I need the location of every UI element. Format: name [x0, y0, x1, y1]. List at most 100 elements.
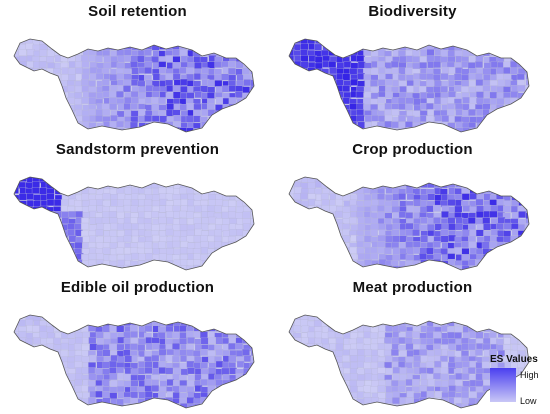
map-region-cell	[293, 235, 302, 243]
map-region-cell	[32, 325, 41, 333]
map-region-cell	[250, 391, 254, 399]
map-region-cell	[336, 102, 345, 110]
map-region-cell	[109, 373, 118, 381]
map-region-cell	[249, 266, 254, 270]
map-region-cell	[321, 104, 329, 112]
map-region-cell	[399, 350, 408, 357]
map-region-cell	[19, 385, 28, 393]
map-region-cell	[110, 354, 119, 362]
map-region-cell	[116, 206, 125, 213]
map-region-cell	[39, 259, 48, 267]
map-sandstorm-prevention	[13, 176, 255, 271]
map-region-cell	[207, 403, 216, 408]
map-region-cell	[307, 253, 316, 261]
map-region-cell	[130, 217, 139, 225]
map-region-cell	[481, 241, 490, 249]
map-region-cell	[314, 43, 322, 51]
map-region-cell	[301, 392, 310, 400]
map-region-cell	[109, 367, 117, 375]
map-region-cell	[208, 265, 217, 270]
map-region-cell	[301, 104, 310, 112]
map-region-cell	[293, 361, 302, 369]
map-region-cell	[61, 211, 70, 219]
map-region-cell	[363, 337, 371, 345]
map-region-cell	[384, 315, 392, 321]
map-region-cell	[454, 188, 463, 195]
map-region-cell	[234, 91, 243, 98]
map-region-cell	[32, 247, 40, 254]
map-region-cell	[109, 392, 118, 400]
map-region-cell	[448, 91, 456, 99]
map-region-cell	[19, 210, 28, 218]
map-region-cell	[496, 326, 505, 334]
map-region-cell	[405, 315, 414, 321]
legend-high-label: High	[520, 370, 539, 380]
map-region-cell	[14, 368, 21, 376]
map-region-cell	[427, 378, 436, 386]
map-region-cell	[315, 217, 324, 224]
map-region-cell	[222, 39, 231, 44]
map-region-cell	[328, 248, 337, 256]
map-region-cell	[173, 199, 182, 207]
map-region-cell	[172, 73, 181, 81]
map-region-cell	[250, 402, 254, 408]
map-region-cell	[336, 181, 345, 188]
map-region-cell	[179, 224, 188, 232]
map-region-cell	[328, 121, 337, 129]
map-region-cell	[483, 74, 491, 81]
map-region-cell	[289, 392, 294, 400]
map-region-cell	[289, 177, 295, 182]
map-region-cell	[433, 253, 442, 261]
map-region-cell	[475, 315, 484, 321]
map-region-cell	[75, 337, 84, 344]
map-region-cell	[25, 79, 33, 87]
map-region-cell	[25, 403, 33, 408]
map-region-cell	[308, 86, 316, 94]
map-region-cell	[411, 127, 420, 132]
map-region-cell	[53, 361, 61, 369]
map-region-cell	[229, 260, 238, 268]
map-region-cell	[214, 110, 223, 118]
map-region-cell	[385, 177, 393, 183]
map-region-cell	[102, 315, 111, 320]
map-region-cell	[455, 67, 463, 75]
map-region-cell	[26, 236, 35, 244]
map-region-cell	[158, 348, 167, 356]
map-region-cell	[185, 115, 194, 123]
map-region-cell	[482, 177, 491, 183]
map-region-cell	[413, 199, 422, 207]
map-region-cell	[82, 404, 90, 408]
map-region-cell	[74, 92, 83, 99]
map-region-cell	[123, 319, 132, 326]
map-region-cell	[294, 397, 303, 405]
map-region-cell	[448, 343, 456, 351]
map-region-cell	[362, 39, 371, 45]
map-region-cell	[321, 122, 330, 130]
map-region-cell	[497, 43, 506, 51]
map-region-cell	[328, 39, 337, 44]
map-region-cell	[370, 92, 379, 100]
map-region-cell	[289, 216, 296, 224]
map-region-cell	[229, 392, 238, 400]
map-region-cell	[33, 103, 41, 111]
map-region-cell	[200, 348, 209, 356]
map-region-cell	[293, 258, 301, 266]
map-region-cell	[489, 44, 497, 51]
map-region-cell	[165, 92, 174, 100]
map-region-cell	[166, 315, 175, 321]
map-region-cell	[469, 192, 478, 200]
map-region-cell	[315, 127, 324, 132]
map-region-cell	[82, 211, 91, 219]
map-region-cell	[342, 115, 351, 123]
map-region-cell	[294, 223, 303, 231]
map-region-cell	[144, 391, 153, 398]
map-region-cell	[336, 241, 345, 249]
map-region-cell	[483, 127, 492, 132]
map-region-cell	[371, 260, 380, 267]
map-region-cell	[137, 367, 146, 375]
map-region-cell	[426, 39, 435, 45]
map-region-cell	[214, 398, 222, 406]
map-region-cell	[412, 325, 421, 333]
map-region-cell	[74, 315, 83, 320]
map-region-cell	[186, 103, 195, 110]
